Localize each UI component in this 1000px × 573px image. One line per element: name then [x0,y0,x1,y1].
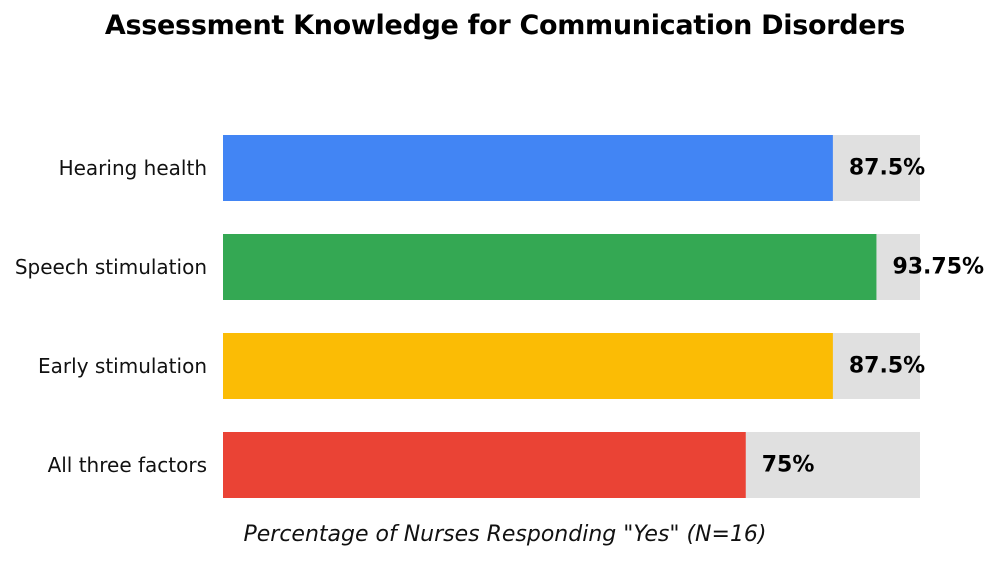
x-axis-label: Percentage of Nurses Responding "Yes" (N… [243,522,767,547]
bar [223,135,833,201]
category-label: Hearing health [59,156,207,180]
value-label: 93.75% [892,255,984,280]
category-label: Early stimulation [38,354,207,378]
chart-title: Assessment Knowledge for Communication D… [104,10,906,41]
bar [223,234,877,300]
bar [223,333,833,399]
value-label: 87.5% [849,354,925,379]
bar [223,432,746,498]
value-label: 75% [762,453,815,478]
category-label: Speech stimulation [15,255,207,279]
value-label: 87.5% [849,156,925,181]
category-label: All three factors [48,453,207,477]
